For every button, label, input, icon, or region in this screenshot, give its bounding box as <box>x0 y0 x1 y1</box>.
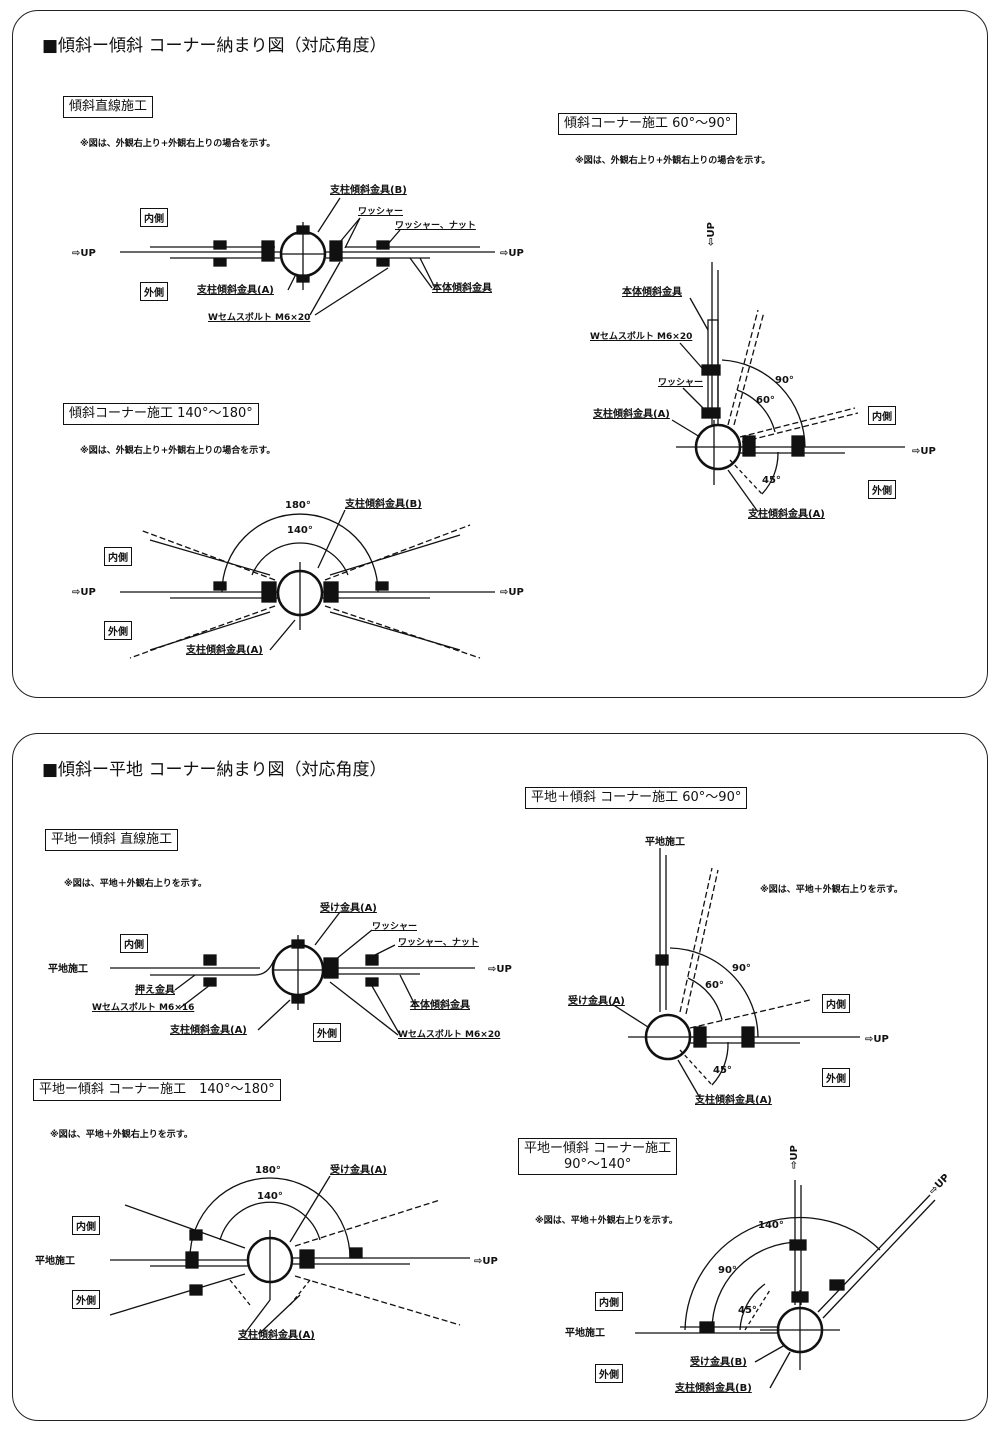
part-label: 支柱傾斜金具(A) <box>748 509 825 520</box>
section-heading: 平地ー傾斜 コーナー施工 140°～180° <box>33 1079 281 1101</box>
part-label: 支柱傾斜金具(A) <box>593 409 670 420</box>
up-arrow-label: ⇨UP <box>789 1145 800 1169</box>
up-arrow-label: ⇨UP <box>912 446 936 457</box>
diagram-flat-corner-60-90 <box>611 848 860 1099</box>
part-label: 本体傾斜金具 <box>432 283 492 294</box>
angle-label: 180° <box>285 500 311 511</box>
section-heading: 傾斜コーナー施工 140°～180° <box>63 403 259 425</box>
up-arrow-label: ⇨UP <box>72 587 96 598</box>
part-label: Wセムスボルト M6×16 <box>92 1003 195 1013</box>
part-label: 支柱傾斜金具(B) <box>675 1383 752 1394</box>
angle-label: 90° <box>718 1265 737 1276</box>
part-label: 受け金具(A) <box>330 1165 387 1176</box>
diagram-slope-corner-60-90 <box>671 262 905 513</box>
outer-side-label: 外側 <box>140 282 168 301</box>
note: ※図は、平地＋外観右上りを示す。 <box>535 1216 678 1226</box>
up-arrow-label: ⇨UP <box>488 964 512 975</box>
section-heading: 平地ー傾斜 直線施工 <box>45 829 179 851</box>
note: ※図は、平地＋外観右上りを示す。 <box>760 885 903 895</box>
inner-side-label: 内側 <box>72 1216 100 1235</box>
outer-side-label: 外側 <box>104 621 132 640</box>
part-label: 支柱傾斜金具(B) <box>345 499 422 510</box>
section-heading: 平地ー傾斜 コーナー施工 90°～140° <box>518 1138 678 1176</box>
inner-side-label: 内側 <box>822 994 850 1013</box>
angle-label: 45° <box>713 1065 732 1076</box>
angle-label: 45° <box>738 1305 757 1316</box>
up-arrow-label: ⇨UP <box>500 248 524 259</box>
up-arrow-label: ⇦UP <box>706 222 717 246</box>
section-heading: 傾斜コーナー施工 60°～90° <box>558 113 738 135</box>
angle-label: 90° <box>732 963 751 974</box>
angle-label: 60° <box>705 980 724 991</box>
part-label: 支柱傾斜金具(B) <box>330 185 407 196</box>
angle-label: 45° <box>762 475 781 486</box>
outer-side-label: 外側 <box>72 1290 100 1309</box>
up-arrow-label: ⇨UP <box>72 248 96 259</box>
part-label: 支柱傾斜金具(A) <box>197 285 274 296</box>
inner-side-label: 内側 <box>868 406 896 425</box>
section-title: ■傾斜ー傾斜 コーナー納まり図（対応角度） <box>42 36 387 56</box>
angle-label: 60° <box>756 395 775 406</box>
part-label: 受け金具(A) <box>320 903 377 914</box>
part-label: 支柱傾斜金具(A) <box>695 1095 772 1106</box>
up-arrow-label: ⇨UP <box>474 1256 498 1267</box>
part-label: 支柱傾斜金具(A) <box>186 645 263 656</box>
flat-install-label: 平地施工 <box>565 1328 605 1339</box>
up-arrow-label: ⇨UP <box>500 587 524 598</box>
section-title: ■傾斜ー平地 コーナー納まり図（対応角度） <box>42 760 387 780</box>
diagram-flat-corner-90-140 <box>635 1180 936 1389</box>
diagram-flat-straight <box>110 911 475 1036</box>
angle-label: 140° <box>287 525 313 536</box>
part-label: 押え金具 <box>135 985 175 996</box>
panel-slope-slope <box>12 10 988 698</box>
diagram-flat-corner-140-180 <box>109 1175 470 1334</box>
part-label: 本体傾斜金具 <box>410 1000 470 1011</box>
note: ※図は、外観右上り+外観右上りの場合を示す。 <box>80 139 276 149</box>
panel-slope-flat <box>12 733 988 1421</box>
part-label: 支柱傾斜金具(A) <box>238 1330 315 1341</box>
note: ※図は、平地＋外観右上りを示す。 <box>50 1130 193 1140</box>
note: ※図は、外観右上り+外観右上りの場合を示す。 <box>80 446 276 456</box>
part-label: 本体傾斜金具 <box>622 287 682 298</box>
flat-install-label: 平地施工 <box>48 964 88 975</box>
part-label: ワッシャー、ナット <box>398 938 479 948</box>
inner-side-label: 内側 <box>140 208 168 227</box>
outer-side-label: 外側 <box>868 480 896 499</box>
outer-side-label: 外側 <box>313 1023 341 1042</box>
note: ※図は、平地＋外観右上りを示す。 <box>64 879 207 889</box>
inner-side-label: 内側 <box>104 547 132 566</box>
flat-install-label: 平地施工 <box>645 837 685 848</box>
angle-label: 140° <box>257 1191 283 1202</box>
part-label: 支柱傾斜金具(A) <box>170 1025 247 1036</box>
part-label: Wセムスボルト M6×20 <box>398 1030 501 1040</box>
part-label: 受け金具(B) <box>690 1357 747 1368</box>
part-label: ワッシャー <box>372 922 418 932</box>
note: ※図は、外観右上り+外観右上りの場合を示す。 <box>575 156 771 166</box>
heading-line: 平地ー傾斜 コーナー施工 <box>524 1141 672 1156</box>
part-label: Wセムスボルト M6×20 <box>590 332 693 342</box>
outer-side-label: 外側 <box>595 1364 623 1383</box>
diagram-slope-corner-140-180 <box>120 509 495 659</box>
inner-side-label: 内側 <box>595 1292 623 1311</box>
inner-side-label: 内側 <box>120 934 148 953</box>
heading-line: 90°～140° <box>564 1156 632 1172</box>
diagram-slope-straight <box>120 197 495 316</box>
part-label: Wセムスボルト M6×20 <box>208 313 311 323</box>
part-label: ワッシャー <box>658 378 704 388</box>
outer-side-label: 外側 <box>822 1068 850 1087</box>
section-heading: 平地＋傾斜 コーナー施工 60°～90° <box>525 787 748 809</box>
angle-label: 90° <box>775 375 794 386</box>
angle-label: 180° <box>255 1165 281 1176</box>
part-label: 受け金具(A) <box>568 996 625 1007</box>
up-arrow-label: ⇨UP <box>865 1034 889 1045</box>
part-label: ワッシャー、ナット <box>395 221 476 231</box>
flat-install-label: 平地施工 <box>35 1256 75 1267</box>
part-label: ワッシャー <box>358 207 404 217</box>
angle-label: 140° <box>758 1220 784 1231</box>
section-heading: 傾斜直線施工 <box>63 96 154 118</box>
